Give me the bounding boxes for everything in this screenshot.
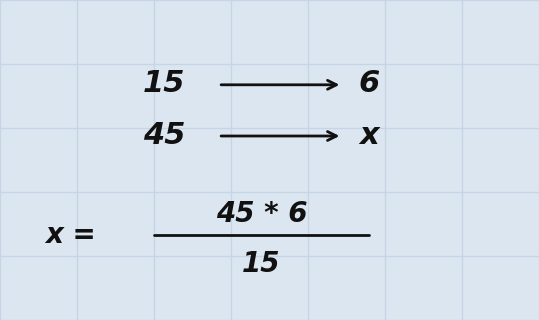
Text: x: x — [360, 122, 379, 150]
Text: 45: 45 — [143, 122, 185, 150]
Text: 6: 6 — [358, 69, 380, 98]
Text: x =: x = — [45, 221, 95, 249]
Text: 15: 15 — [143, 69, 185, 98]
Text: 45 * 6: 45 * 6 — [216, 200, 307, 228]
Text: 15: 15 — [242, 250, 281, 278]
